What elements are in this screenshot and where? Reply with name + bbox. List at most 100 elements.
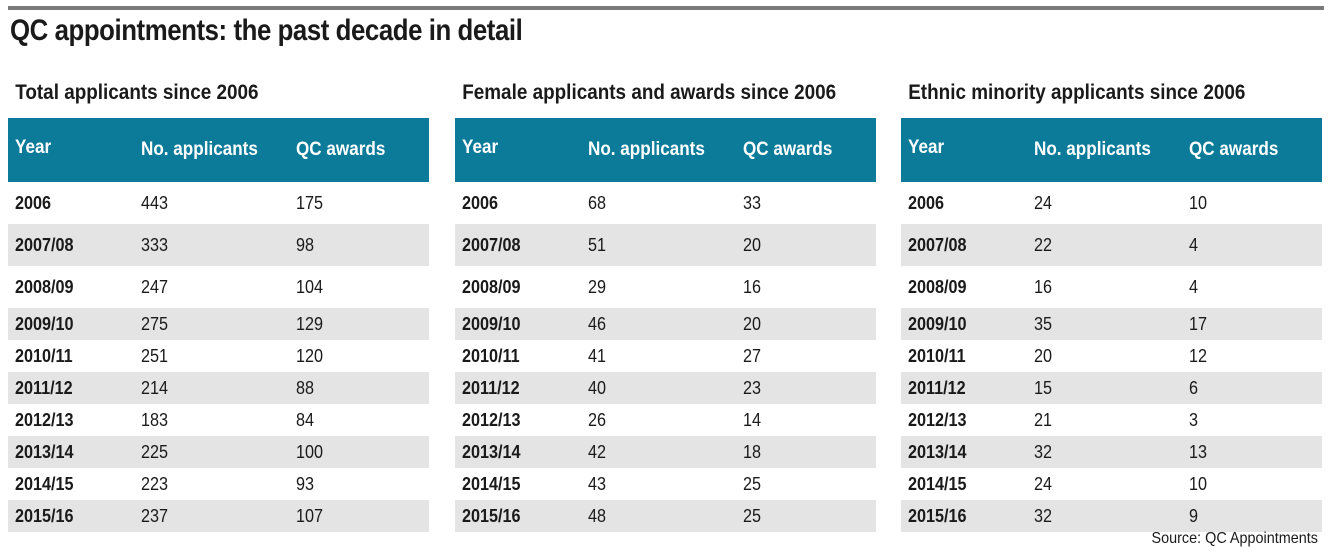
awards-cell: 93 — [296, 474, 429, 495]
applicants-cell: 68 — [588, 193, 743, 214]
applicants-cell: 51 — [588, 235, 743, 256]
cell-value: 237 — [141, 505, 169, 526]
awards-cell: 20 — [743, 314, 876, 335]
total-applicants-table: Total applicants since 2006 Year No. appli… — [8, 78, 429, 532]
applicants-cell: 41 — [588, 346, 743, 367]
cell-value: 41 — [588, 345, 607, 366]
applicants-cell: 183 — [141, 410, 296, 431]
cell-value: 2011/12 — [15, 377, 73, 398]
cell-value: 2012/13 — [908, 409, 967, 430]
cell-value: 17 — [1189, 313, 1208, 334]
column-header-label: QC awards — [296, 139, 386, 160]
year-cell: 2010/11 — [455, 346, 588, 367]
cell-value: 35 — [1034, 313, 1053, 334]
cell-value: 23 — [743, 377, 762, 398]
page-title: QC appointments: the past decade in deta… — [10, 14, 523, 47]
year-cell: 2009/10 — [901, 314, 1034, 335]
cell-value: 84 — [296, 409, 315, 430]
table-row: 2008/09 16 4 — [901, 266, 1322, 308]
column-header-label: QC awards — [1189, 139, 1279, 160]
cell-value: 21 — [1034, 409, 1053, 430]
cell-value: 2014/15 — [908, 473, 967, 494]
cell-value: 2008/09 — [908, 276, 967, 297]
applicants-cell: 22 — [1034, 235, 1189, 256]
awards-cell: 10 — [1189, 474, 1322, 495]
year-cell: 2010/11 — [8, 346, 141, 367]
cell-value: 29 — [588, 276, 607, 297]
applicants-cell: 35 — [1034, 314, 1189, 335]
awards-cell: 25 — [743, 474, 876, 495]
table-row: 2006 24 10 — [901, 182, 1322, 224]
cell-value: 2006 — [462, 192, 499, 213]
cell-value: 32 — [1034, 441, 1053, 462]
awards-cell: 13 — [1189, 442, 1322, 463]
awards-cell: 18 — [743, 442, 876, 463]
column-header: QC awards — [1189, 139, 1322, 161]
year-cell: 2014/15 — [455, 474, 588, 495]
applicants-cell: 275 — [141, 314, 296, 335]
year-cell: 2008/09 — [901, 277, 1034, 298]
table-row: 2015/16 48 25 — [455, 500, 876, 532]
applicants-cell: 15 — [1034, 378, 1189, 399]
cell-value: 40 — [588, 377, 607, 398]
cell-value: 25 — [743, 505, 762, 526]
cell-value: 275 — [141, 313, 169, 334]
table-row: 2009/10 275 129 — [8, 308, 429, 340]
year-cell: 2007/08 — [8, 235, 141, 256]
cell-value: 2011/12 — [462, 377, 520, 398]
cell-value: 6 — [1189, 377, 1199, 398]
table-row: 2007/08 22 4 — [901, 224, 1322, 266]
awards-cell: 3 — [1189, 410, 1322, 431]
table-body: 2006 68 33 2007/08 51 20 2008/09 29 16 2009/10 46 2… — [455, 182, 876, 532]
cell-value: 214 — [141, 377, 169, 398]
applicants-cell: 237 — [141, 506, 296, 527]
awards-cell: 17 — [1189, 314, 1322, 335]
cell-value: 20 — [743, 313, 762, 334]
table-title: Female applicants and awards since 2006 — [462, 81, 837, 104]
cell-value: 104 — [296, 276, 324, 297]
cell-value: 2007/08 — [462, 234, 521, 255]
awards-cell: 104 — [296, 277, 429, 298]
column-header: Year — [455, 137, 588, 159]
table-body: 2006 24 10 2007/08 22 4 2008/09 16 4 2009/10 35 17 2… — [901, 182, 1322, 532]
source-note: Source: QC Appointments — [1151, 530, 1318, 547]
column-header: QC awards — [743, 139, 876, 161]
table-row: 2012/13 26 14 — [455, 404, 876, 436]
column-header-label: Year — [462, 137, 499, 158]
table-row: 2007/08 333 98 — [8, 224, 429, 266]
applicants-cell: 247 — [141, 277, 296, 298]
female-applicants-table: Female applicants and awards since 2006 Y… — [455, 78, 876, 532]
table-row: 2014/15 24 10 — [901, 468, 1322, 500]
applicants-cell: 21 — [1034, 410, 1189, 431]
table-header: Year No. applicants QC awards — [455, 118, 876, 182]
table-header: Year No. applicants QC awards — [8, 118, 429, 182]
cell-value: 16 — [1034, 276, 1053, 297]
applicants-cell: 26 — [588, 410, 743, 431]
applicants-cell: 42 — [588, 442, 743, 463]
applicants-cell: 32 — [1034, 506, 1189, 527]
cell-value: 2007/08 — [15, 234, 74, 255]
cell-value: 22 — [1034, 234, 1053, 255]
cell-value: 2011/12 — [908, 377, 966, 398]
table-row: 2010/11 20 12 — [901, 340, 1322, 372]
table-row: 2006 443 175 — [8, 182, 429, 224]
cell-value: 24 — [1034, 192, 1053, 213]
awards-cell: 16 — [743, 277, 876, 298]
awards-cell: 25 — [743, 506, 876, 527]
cell-value: 13 — [1189, 441, 1208, 462]
column-header: No. applicants — [1034, 139, 1189, 161]
column-header-label: QC awards — [743, 139, 833, 160]
awards-cell: 175 — [296, 193, 429, 214]
column-header-label: No. applicants — [1034, 139, 1151, 160]
cell-value: 107 — [296, 505, 324, 526]
year-cell: 2012/13 — [455, 410, 588, 431]
cell-value: 33 — [743, 192, 762, 213]
column-header-label: Year — [908, 137, 945, 158]
applicants-cell: 251 — [141, 346, 296, 367]
cell-value: 2009/10 — [908, 313, 967, 334]
cell-value: 2008/09 — [15, 276, 74, 297]
cell-value: 129 — [296, 313, 324, 334]
cell-value: 4 — [1189, 234, 1199, 255]
table-row: 2011/12 214 88 — [8, 372, 429, 404]
table-row: 2013/14 42 18 — [455, 436, 876, 468]
